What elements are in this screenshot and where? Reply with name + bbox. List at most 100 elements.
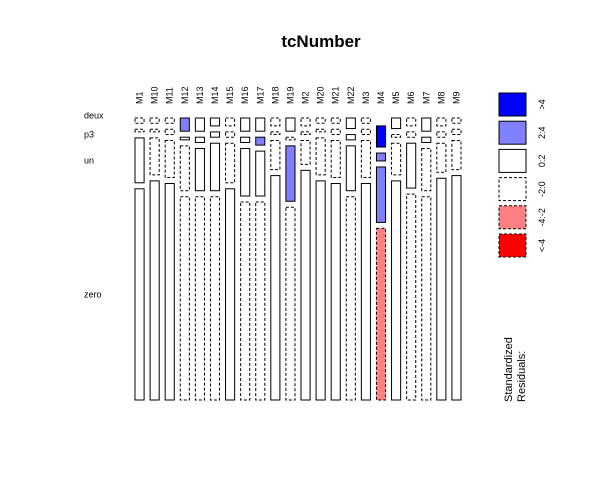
mosaic-cell-M7-un xyxy=(421,147,432,192)
mosaic-cell-M17-deux xyxy=(255,117,266,132)
mosaic-cell-M22-deux xyxy=(345,117,356,130)
mosaic-cell-M12-deux xyxy=(179,117,190,132)
mosaic-cell-M10-zero xyxy=(149,180,160,401)
mosaic-cell-M12-zero xyxy=(179,196,190,401)
mosaic-cell-M11-p3 xyxy=(164,128,175,136)
mosaic-cell-M16-un xyxy=(240,147,251,197)
mosaic-cell-M22-p3 xyxy=(345,134,356,141)
column-label: M6 xyxy=(406,91,416,104)
mosaic-cell-M18-un xyxy=(270,140,281,171)
mosaic-cell-M1-deux xyxy=(134,117,145,124)
mosaic-cell-M21-un xyxy=(330,140,341,179)
mosaic-cell-M5-p3 xyxy=(391,134,402,138)
mosaic-cell-M7-p3 xyxy=(421,136,432,143)
mosaic-cell-M13-deux xyxy=(194,117,205,132)
mosaic-cell-M15-un xyxy=(225,142,236,184)
mosaic-cell-M20-deux xyxy=(315,117,326,124)
legend-swatch xyxy=(498,233,527,258)
mosaic-cell-M19-zero xyxy=(285,206,296,401)
column-label: M19 xyxy=(285,86,295,104)
mosaic-cell-M4-zero xyxy=(375,227,387,401)
mosaic-cell-M6-zero xyxy=(406,193,417,401)
column-label: M2 xyxy=(301,91,311,104)
column-label: M16 xyxy=(240,86,250,104)
mosaic-cell-M16-deux xyxy=(240,117,251,132)
mosaic-cell-M9-deux xyxy=(451,117,462,124)
legend-title: Standardized xyxy=(503,337,515,402)
legend-swatch xyxy=(498,205,527,230)
mosaic-cell-M9-zero xyxy=(451,175,462,401)
mosaic-cell-M1-p3 xyxy=(134,128,145,133)
legend-swatch xyxy=(498,148,527,173)
mosaic-cell-M18-deux xyxy=(270,117,281,127)
legend-label: 0:2 xyxy=(537,155,547,168)
legend-label: 2:4 xyxy=(537,126,547,139)
mosaic-cell-M2-un xyxy=(300,140,311,165)
mosaic-cell-M21-zero xyxy=(330,183,341,401)
column-label: M20 xyxy=(316,86,326,104)
mosaic-cell-M13-un xyxy=(194,147,205,192)
legend: >4 2:4 0:2 -2:0 -4:-2 <-4 Standardized Residual… xyxy=(498,92,547,402)
mosaic-cell-M14-p3 xyxy=(209,131,221,138)
mosaic-cell-M15-p3 xyxy=(225,131,236,138)
column-label: M5 xyxy=(391,91,401,104)
column-label: M12 xyxy=(180,86,190,104)
column-label: M11 xyxy=(165,87,175,104)
mosaic-cell-M9-un xyxy=(451,140,462,171)
mosaic-cell-M3-zero xyxy=(360,183,371,401)
mosaic-cell-M17-un xyxy=(255,150,266,197)
mosaic-cell-M12-un xyxy=(179,145,190,192)
mosaic-cell-M1-zero xyxy=(134,188,145,401)
legend-label: -4:-2 xyxy=(537,208,547,227)
column-label: M8 xyxy=(436,91,446,104)
mosaic-cell-M21-p3 xyxy=(330,128,341,136)
mosaic-cell-M3-un xyxy=(360,140,371,179)
row-label-deux: deux xyxy=(84,111,104,121)
mosaic-cell-M15-zero xyxy=(225,188,236,401)
mosaic-cell-M20-p3 xyxy=(315,128,326,133)
mosaic-cell-M7-zero xyxy=(421,196,432,401)
mosaic-cell-M19-p3 xyxy=(285,136,296,141)
row-label-un: un xyxy=(84,155,94,165)
mosaic-cell-M14-deux xyxy=(209,117,221,127)
row-labels: deux p3 un zero xyxy=(84,111,104,300)
mosaic-cell-M22-un xyxy=(345,145,356,192)
mosaic-cell-M4-un xyxy=(375,166,387,223)
mosaic-cell-M5-deux xyxy=(391,117,402,130)
mosaic-cell-M10-un xyxy=(149,137,160,176)
mosaic-cell-M12-p3 xyxy=(179,136,190,141)
mosaic-cell-M11-deux xyxy=(164,117,175,124)
mosaic-cell-M19-deux xyxy=(285,117,296,132)
mosaic-cell-M10-deux xyxy=(149,117,160,124)
column-label: M1 xyxy=(135,91,145,104)
mosaic-cell-M5-zero xyxy=(391,180,402,401)
mosaic-cell-M8-zero xyxy=(436,177,447,401)
mosaic-cell-M6-un xyxy=(406,142,417,189)
legend-swatch xyxy=(498,177,527,202)
mosaic-cell-M11-zero xyxy=(164,183,175,401)
mosaic-cell-M13-zero xyxy=(194,196,205,401)
mosaic-cell-M3-p3 xyxy=(360,128,371,136)
mosaic-cell-M8-p3 xyxy=(436,131,447,138)
mosaic-cell-M2-deux xyxy=(300,117,311,127)
mosaic-cell-M14-un xyxy=(209,142,221,192)
mosaic-cell-M11-un xyxy=(164,140,175,179)
column-labels: M1 M10 M11 M12 M13 M14 M15 M16 M17 M18 M19 M2 M20 M21… xyxy=(135,86,462,104)
mosaic-cell-M6-p3 xyxy=(406,131,417,138)
legend-label: <-4 xyxy=(537,239,547,252)
mosaic-cell-M9-p3 xyxy=(451,128,462,136)
mosaic-cell-M16-zero xyxy=(240,201,251,401)
legend-swatch xyxy=(498,120,527,145)
mosaic-cell-M22-zero xyxy=(345,196,356,401)
mosaic-cell-M5-un xyxy=(391,142,402,176)
mosaic-cell-M20-zero xyxy=(315,180,326,401)
mosaic-cell-M21-deux xyxy=(330,117,341,124)
mosaic-cell-M14-zero xyxy=(209,196,221,401)
column-label: M4 xyxy=(376,91,386,104)
chart-title: tcNumber xyxy=(281,32,361,51)
column-label: M9 xyxy=(451,91,461,104)
mosaic-cell-M18-zero xyxy=(270,175,281,401)
column-label: M14 xyxy=(210,86,220,104)
mosaic-cell-M6-deux xyxy=(406,117,417,127)
mosaic-cells xyxy=(134,117,462,401)
